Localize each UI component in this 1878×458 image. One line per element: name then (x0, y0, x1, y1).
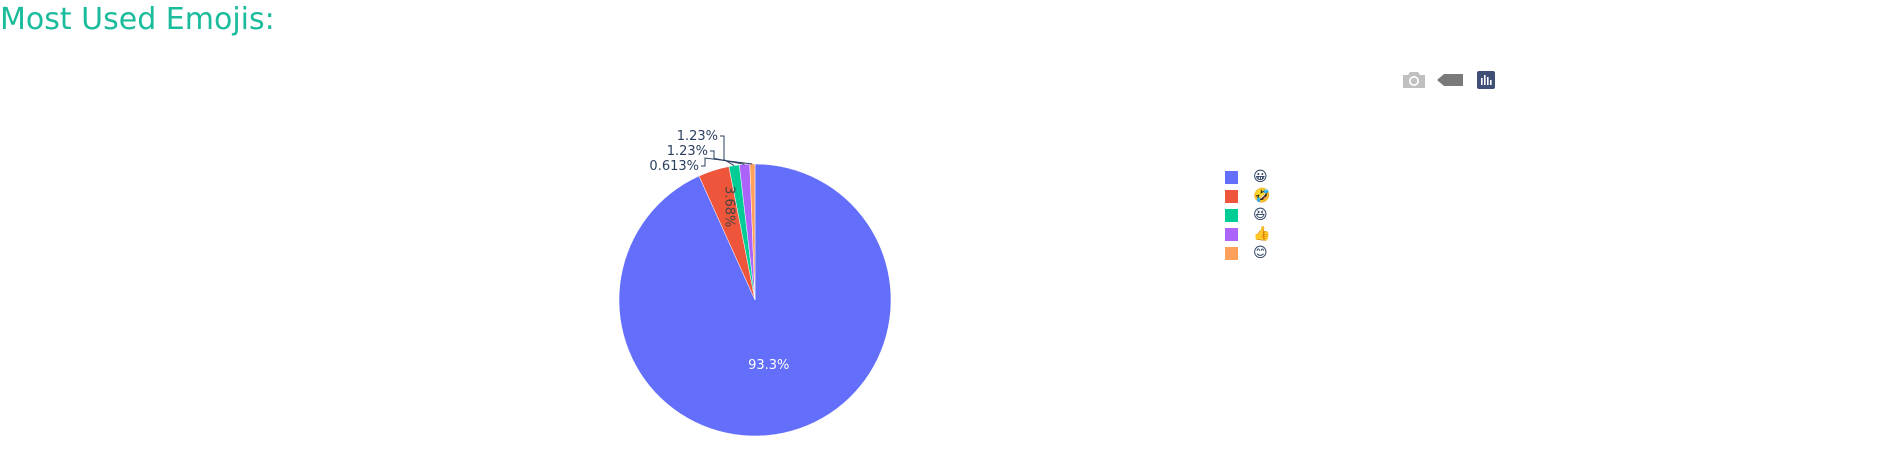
legend-swatch (1225, 228, 1238, 241)
legend-label: 😆 (1253, 207, 1268, 223)
camera-icon (1403, 72, 1425, 88)
slice-label: 1.23% (667, 144, 708, 159)
legend-item[interactable]: 😀 (1225, 168, 1270, 187)
legend-item[interactable]: 😆 (1225, 206, 1270, 225)
chart-modebar (1400, 68, 1500, 92)
label-leader-line (720, 135, 735, 167)
legend-swatch (1225, 190, 1238, 203)
download-plot-button[interactable] (1400, 68, 1428, 92)
legend-swatch (1225, 209, 1238, 222)
legend-item[interactable]: 👍 (1225, 225, 1270, 244)
slice-label: 93.3% (748, 358, 789, 373)
slice-label: 1.23% (677, 129, 718, 144)
plotly-logo-icon (1477, 71, 1495, 89)
chart-legend: 😀 🤣 😆 👍 😊 (1225, 168, 1270, 263)
slice-label: 0.613% (649, 159, 699, 174)
legend-swatch (1225, 247, 1238, 260)
legend-label: 😊 (1253, 245, 1268, 261)
legend-item[interactable]: 🤣 (1225, 187, 1270, 206)
tag-icon (1437, 74, 1463, 86)
hover-compare-button[interactable] (1436, 68, 1464, 92)
slice-label: 3.68% (721, 186, 736, 227)
legend-label: 👍 (1253, 226, 1271, 242)
plotly-logo-button[interactable] (1472, 68, 1500, 92)
legend-label: 🤣 (1253, 188, 1271, 204)
legend-item[interactable]: 😊 (1225, 244, 1270, 263)
legend-swatch (1225, 171, 1238, 184)
legend-label: 😀 (1253, 169, 1268, 185)
label-leader-line (701, 157, 753, 167)
page-title: Most Used Emojis: (0, 2, 275, 37)
